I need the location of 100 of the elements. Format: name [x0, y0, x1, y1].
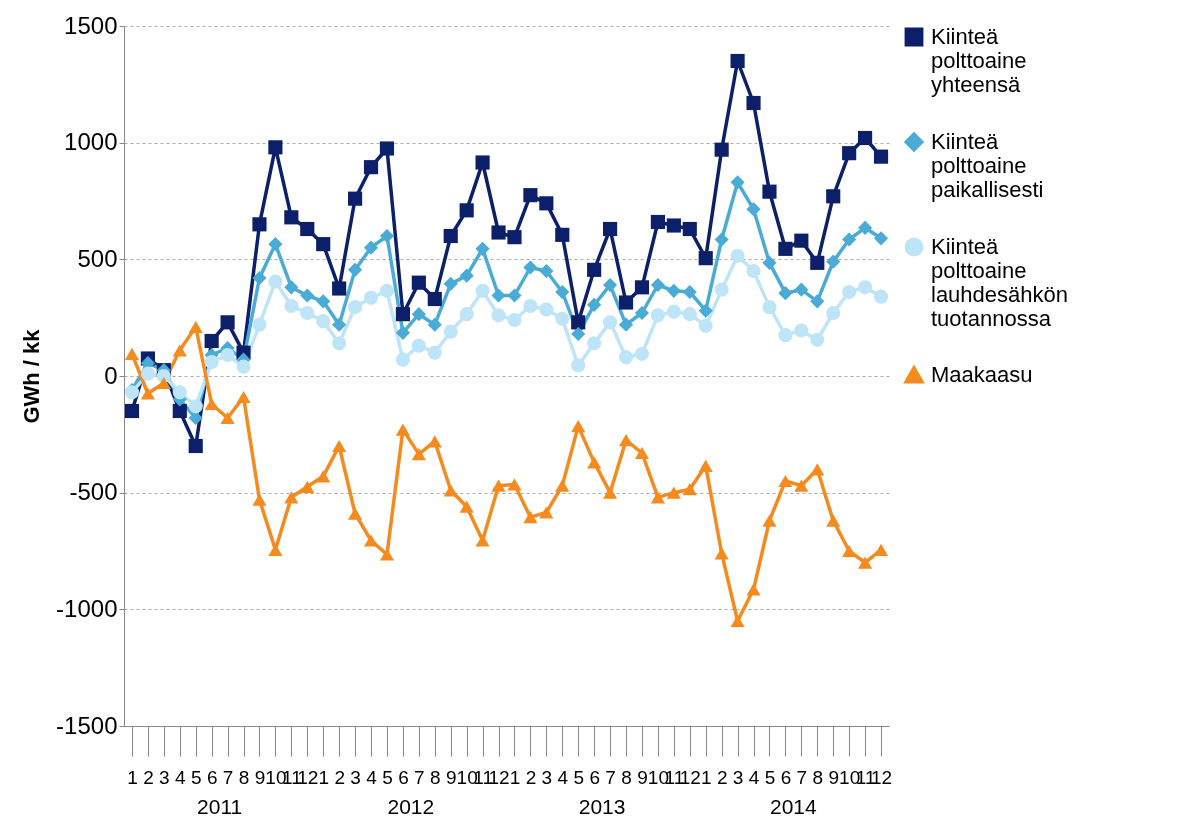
x-tick-label: 6 — [780, 766, 792, 788]
point — [794, 282, 809, 297]
point — [300, 221, 315, 237]
point — [507, 288, 522, 303]
legend-label: Kiinteä polttoaine lauhdesähkön tuotannossa — [931, 234, 1069, 331]
legend-label: Kiinteä polttoaine paikallisesti — [931, 129, 1044, 202]
x-tick-label: 2 — [334, 766, 345, 788]
point — [332, 317, 347, 332]
point — [427, 435, 442, 448]
x-tick-label: 3 — [541, 766, 553, 788]
point — [682, 221, 697, 237]
point — [730, 53, 745, 69]
point — [379, 548, 395, 561]
x-tick-label: 4 — [748, 766, 760, 788]
point — [650, 277, 665, 293]
point — [603, 221, 618, 237]
point — [475, 155, 490, 170]
x-tick-label: 5 — [764, 766, 776, 788]
point — [842, 284, 857, 300]
point — [363, 534, 379, 547]
point — [236, 390, 251, 404]
point — [523, 188, 538, 203]
point — [682, 483, 697, 496]
point — [363, 160, 379, 175]
point — [252, 493, 267, 506]
point — [188, 438, 203, 454]
x-tick-label: 3 — [159, 766, 170, 788]
point — [348, 300, 363, 315]
point — [491, 308, 506, 323]
point — [666, 218, 681, 233]
x-tick-label: 8 — [238, 766, 250, 788]
point — [284, 491, 299, 504]
point — [826, 514, 841, 527]
point — [348, 507, 363, 520]
point — [348, 191, 363, 206]
point — [698, 303, 713, 318]
point — [236, 359, 251, 374]
legend-label: Maakaasu — [931, 362, 1033, 387]
point — [810, 294, 825, 309]
point — [858, 280, 873, 295]
point — [794, 479, 809, 492]
point — [794, 233, 809, 248]
text: 2012 — [387, 795, 435, 818]
point — [507, 312, 522, 328]
x-tick-label: 2 — [143, 766, 154, 788]
point — [332, 281, 347, 296]
point — [634, 346, 650, 361]
point — [427, 345, 442, 360]
point — [873, 231, 889, 246]
point — [363, 290, 379, 305]
point — [603, 277, 618, 293]
point — [268, 140, 283, 155]
point — [746, 95, 761, 111]
point — [188, 399, 203, 414]
point — [778, 328, 793, 343]
point — [571, 315, 586, 330]
point — [443, 484, 458, 497]
point — [555, 311, 570, 326]
point — [475, 241, 490, 256]
point — [746, 583, 761, 596]
point — [587, 336, 602, 351]
x-tick-label: 7 — [222, 766, 234, 788]
point — [140, 387, 155, 400]
x-tick-label: 5 — [190, 766, 202, 788]
point — [507, 478, 522, 491]
point — [555, 227, 570, 242]
text: 2013 — [578, 795, 626, 818]
point — [411, 338, 426, 353]
point — [587, 262, 602, 277]
point — [172, 344, 187, 357]
point — [618, 434, 634, 447]
point — [395, 352, 410, 367]
point — [300, 305, 315, 321]
point — [204, 333, 219, 349]
x-tick-label: 3 — [350, 766, 361, 788]
point — [459, 268, 474, 283]
x-tick-label: 7 — [605, 766, 616, 788]
y-tick-label: -500 — [69, 478, 118, 506]
point — [411, 275, 426, 290]
x-tick-label: 8 — [429, 766, 441, 788]
point — [634, 280, 650, 295]
point — [826, 189, 841, 204]
point — [316, 470, 331, 483]
point — [124, 347, 140, 360]
point — [842, 232, 857, 247]
point — [618, 350, 634, 365]
point — [555, 284, 570, 300]
x-tick-label: 2 — [525, 766, 537, 788]
point — [778, 241, 793, 256]
point — [618, 295, 634, 310]
point — [332, 336, 347, 351]
x-tick-label: 5 — [382, 766, 393, 788]
point — [411, 307, 426, 322]
point — [523, 298, 538, 314]
point — [204, 397, 219, 411]
point — [379, 283, 395, 298]
x-tick-label: 7 — [796, 766, 808, 788]
point — [443, 276, 458, 291]
point — [539, 263, 554, 279]
x-tick-label: 5 — [573, 766, 585, 788]
